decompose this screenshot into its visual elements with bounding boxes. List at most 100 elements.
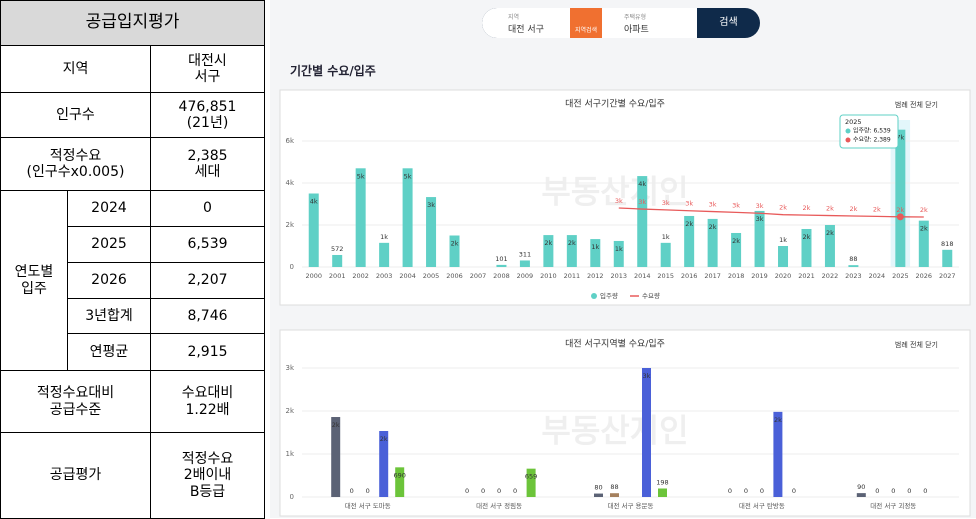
bar [707, 218, 718, 267]
bar [402, 168, 413, 267]
bar [519, 260, 530, 267]
cell: 적정수요 (인구수x0.005) [0, 137, 151, 191]
bar-label: 4k [638, 180, 646, 188]
legend-toggle[interactable]: 범례 전체 닫기 [895, 100, 938, 109]
bar-label: 311 [519, 250, 531, 258]
bar [543, 235, 554, 267]
x-tick-label: 2010 [540, 272, 557, 280]
x-tick-label: 2014 [634, 272, 651, 280]
region-search[interactable]: 지역검색 [570, 8, 602, 38]
cell: 2,915 [150, 333, 265, 371]
x-tick-label: 2027 [939, 272, 956, 280]
legend-label[interactable]: 수요량 [642, 292, 660, 300]
bar [594, 493, 603, 497]
x-tick-label: 2016 [681, 272, 698, 280]
bar-label: 88 [610, 483, 618, 491]
region-select[interactable]: 지역 대전 서구 [482, 8, 570, 38]
line-label: 3k [615, 197, 623, 205]
x-tick-label: 2004 [399, 272, 416, 280]
bar [918, 220, 929, 267]
bar [731, 232, 742, 267]
y-tick-label: 1k [285, 450, 294, 458]
y-tick-label: 0 [290, 493, 294, 501]
search-button[interactable]: 검색 [719, 17, 738, 28]
line-label: 2k [896, 206, 904, 214]
bar [778, 246, 789, 267]
tooltip-title: 2025 [845, 118, 862, 126]
cell: 2026 [67, 262, 151, 299]
bar [426, 197, 437, 267]
bar [308, 193, 319, 267]
table-title: 공급입지평가 [0, 0, 265, 46]
legend-label[interactable]: 입주량 [600, 292, 618, 300]
bar [526, 468, 536, 497]
line-label: 2k [779, 204, 787, 212]
line-label: 3k [685, 200, 693, 208]
tooltip-dot [845, 128, 851, 134]
bar [379, 242, 390, 267]
search-bar: 지역 대전 서구 지역검색 주택유형 아파트 검색 [482, 8, 760, 38]
section-title: 기간별 수요/입주 [290, 64, 376, 78]
chart-title: 대전 서구지역별 수요/입주 [565, 338, 665, 350]
x-tick-label: 대전 서구 도마동 [345, 501, 391, 510]
bar-label: 0 [350, 487, 354, 495]
x-tick-label: 대전 서구 용문동 [608, 501, 654, 510]
y-tick-label: 3k [285, 364, 294, 372]
line-label: 3k [709, 201, 717, 209]
type-select[interactable]: 주택유형 아파트 [602, 8, 697, 38]
x-tick-label: 대전 서구 괴정동 [870, 501, 916, 510]
tooltip-dot [845, 137, 851, 143]
cell: 인구수 [0, 92, 151, 138]
value: 대전 서구 [508, 25, 544, 35]
bar-label: 0 [481, 487, 485, 495]
cell: 지역 [0, 45, 151, 93]
bar-label: 572 [331, 245, 343, 253]
bar [660, 242, 671, 267]
line-label: 3k [662, 199, 670, 207]
bar-label: 2k [920, 225, 928, 233]
x-tick-label: 2000 [305, 272, 322, 280]
bar-label: 0 [513, 487, 517, 495]
bar-label: 1k [662, 233, 670, 241]
bar [566, 235, 577, 267]
bar [848, 265, 859, 267]
watermark: 부동산지인 [541, 173, 688, 211]
tooltip-item: 수요량: 2,389 [853, 137, 891, 144]
bar-label: 2k [803, 233, 811, 241]
bar [754, 210, 765, 267]
y-tick-label: 2k [285, 221, 294, 229]
bar-label: 1k [615, 245, 623, 253]
bar [355, 168, 366, 267]
bar-label: 2k [332, 421, 340, 429]
group-label: 연도별 입주 [0, 190, 68, 371]
line-label: 3k [732, 201, 740, 209]
bar [610, 493, 619, 497]
bar-label: 0 [744, 487, 748, 495]
x-tick-label: 2018 [728, 272, 745, 280]
x-tick-label: 2007 [470, 272, 487, 280]
bar-label: 0 [891, 487, 895, 495]
bar [332, 254, 343, 267]
bar-label: 3k [756, 215, 764, 223]
label: 지역 [508, 14, 520, 21]
point [896, 213, 904, 221]
x-tick-label: 2001 [329, 272, 346, 280]
legend-toggle[interactable]: 범례 전체 닫기 [895, 340, 938, 349]
bar [395, 467, 405, 497]
x-tick-label: 2026 [916, 272, 933, 280]
bar-label: 5k [357, 172, 365, 180]
bar [590, 239, 601, 267]
x-tick-label: 2012 [587, 272, 604, 280]
cell: 2,207 [150, 262, 265, 299]
bar-label: 0 [465, 487, 469, 495]
cell: 적정수요대비 공급수준 [0, 370, 151, 433]
bar-label: 2k [568, 239, 576, 247]
label: 주택유형 [624, 14, 647, 21]
x-tick-label: 2025 [892, 272, 909, 280]
x-tick-label: 대전 서구 탄방동 [739, 501, 785, 510]
bar [684, 215, 695, 267]
bar [658, 488, 667, 497]
bar-label: 690 [393, 471, 405, 479]
